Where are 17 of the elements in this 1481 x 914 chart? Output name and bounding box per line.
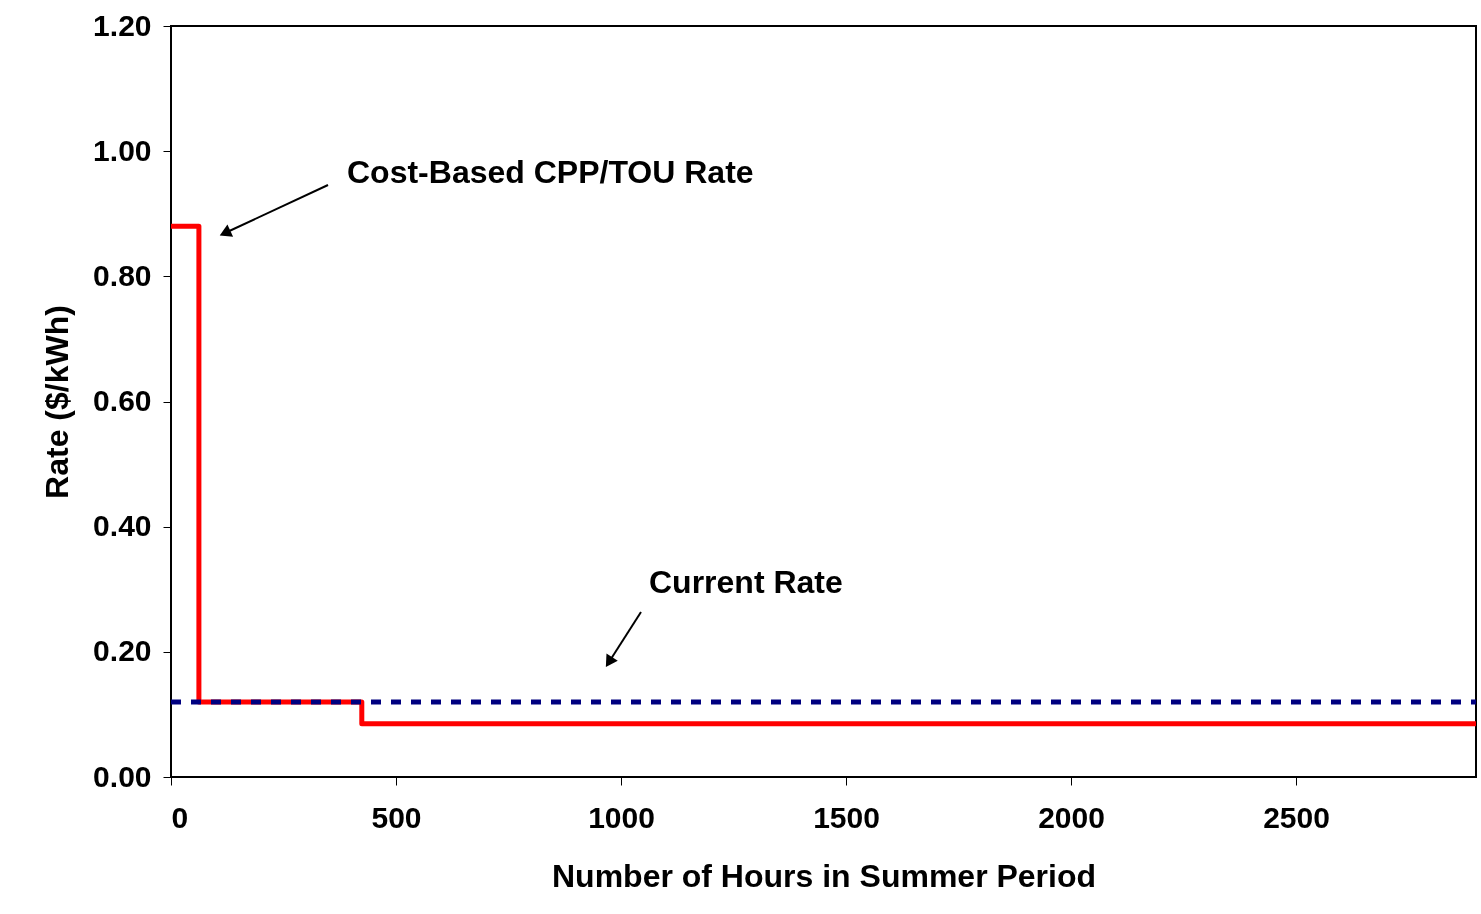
annotation: Cost-Based CPP/TOU Rate	[347, 154, 754, 190]
y-tick-label: 0.80	[93, 258, 152, 292]
annotation: Current Rate	[649, 564, 843, 600]
y-axis-title: Rate ($/kWh)	[39, 305, 76, 499]
x-tick-label: 1500	[813, 800, 880, 834]
x-tick-label: 1000	[588, 800, 655, 834]
y-tick-label: 1.20	[93, 8, 152, 42]
y-tick-label: 0.60	[93, 384, 152, 417]
x-axis-title: Number of Hours in Summer Period	[551, 857, 1097, 894]
y-tick-label: 0.20	[93, 634, 152, 668]
y-tick-label: 0.40	[93, 509, 152, 543]
y-tick-label: 1.00	[93, 133, 152, 167]
y-tick-label: 0.00	[93, 759, 152, 793]
x-tick-label: 2500	[1263, 800, 1330, 834]
x-tick-label: 500	[371, 800, 422, 834]
x-tick-label: 0	[171, 800, 189, 834]
x-tick-label: 2000	[1038, 800, 1105, 834]
